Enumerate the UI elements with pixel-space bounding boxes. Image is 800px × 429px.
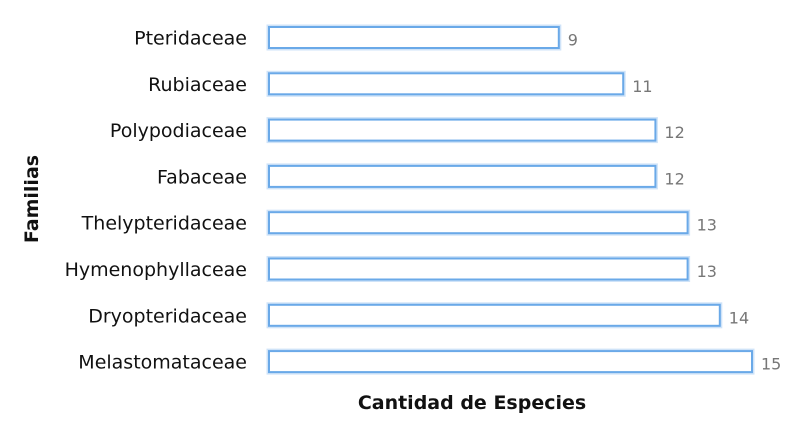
bar-rubiaceae	[268, 72, 625, 96]
bar-hymenophyllaceae	[268, 257, 689, 281]
bar-pteridaceae	[268, 26, 560, 49]
category-label: Thelypteridaceae	[81, 213, 247, 235]
bars-group: Pteridaceae 9 Rubiaceae 11 Polypodiaceae 12 Fa…	[65, 24, 781, 375]
category-label: Pteridaceae	[134, 28, 247, 50]
bar-polypodiaceae	[268, 118, 657, 142]
bar-melastomataceae	[268, 350, 753, 374]
bar-fabaceae	[268, 164, 657, 188]
value-label: 13	[697, 262, 717, 281]
value-label: 11	[632, 77, 652, 96]
value-label: 12	[664, 169, 684, 188]
bar-dryopteridaceae	[268, 303, 721, 327]
x-axis-title: Cantidad de Especies	[358, 392, 586, 414]
value-label: 13	[697, 216, 717, 235]
value-label: 9	[568, 31, 578, 50]
category-label: Polypodiaceae	[110, 120, 247, 142]
category-label: Fabaceae	[157, 166, 247, 188]
value-label: 12	[664, 123, 684, 142]
category-label: Dryopteridaceae	[88, 305, 247, 327]
category-label: Rubiaceae	[148, 74, 247, 96]
bar-thelypteridaceae	[268, 211, 689, 235]
value-label: 14	[729, 308, 749, 327]
value-label: 15	[761, 355, 781, 374]
y-axis-title: Familias	[21, 155, 43, 243]
category-label: Hymenophyllaceae	[65, 259, 247, 281]
category-label: Melastomataceae	[78, 352, 247, 374]
